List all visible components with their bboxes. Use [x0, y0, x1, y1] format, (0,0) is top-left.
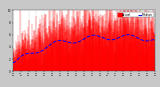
Legend: Actual, Median: Actual, Median	[118, 12, 154, 17]
